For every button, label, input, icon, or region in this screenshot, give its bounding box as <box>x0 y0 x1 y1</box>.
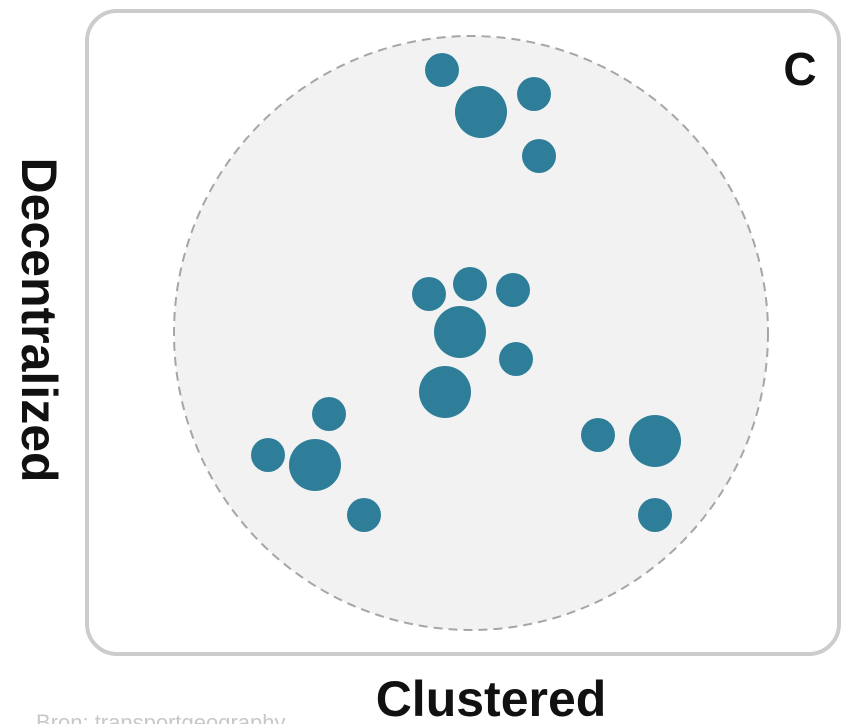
node-small <box>312 397 346 431</box>
y-axis-label: Decentralized <box>11 157 67 482</box>
node-large <box>419 366 471 418</box>
node-large <box>629 415 681 467</box>
node-small <box>581 418 615 452</box>
cluster-bottom-right <box>581 415 681 532</box>
x-axis-label: Clustered <box>376 671 607 724</box>
node-small <box>638 498 672 532</box>
cluster-bottom-left <box>251 397 381 532</box>
node-large <box>434 306 486 358</box>
node-small <box>425 53 459 87</box>
node-small <box>496 273 530 307</box>
panel-letter: C <box>783 43 816 95</box>
node-small <box>517 77 551 111</box>
node-large <box>289 439 341 491</box>
node-small <box>412 277 446 311</box>
node-large <box>455 86 507 138</box>
cluster-top <box>425 53 556 173</box>
node-small <box>453 267 487 301</box>
source-caption: Bron: transportgeography <box>36 710 286 724</box>
node-small <box>347 498 381 532</box>
node-small <box>251 438 285 472</box>
node-small <box>522 139 556 173</box>
cluster-center <box>412 267 533 418</box>
node-small <box>499 342 533 376</box>
